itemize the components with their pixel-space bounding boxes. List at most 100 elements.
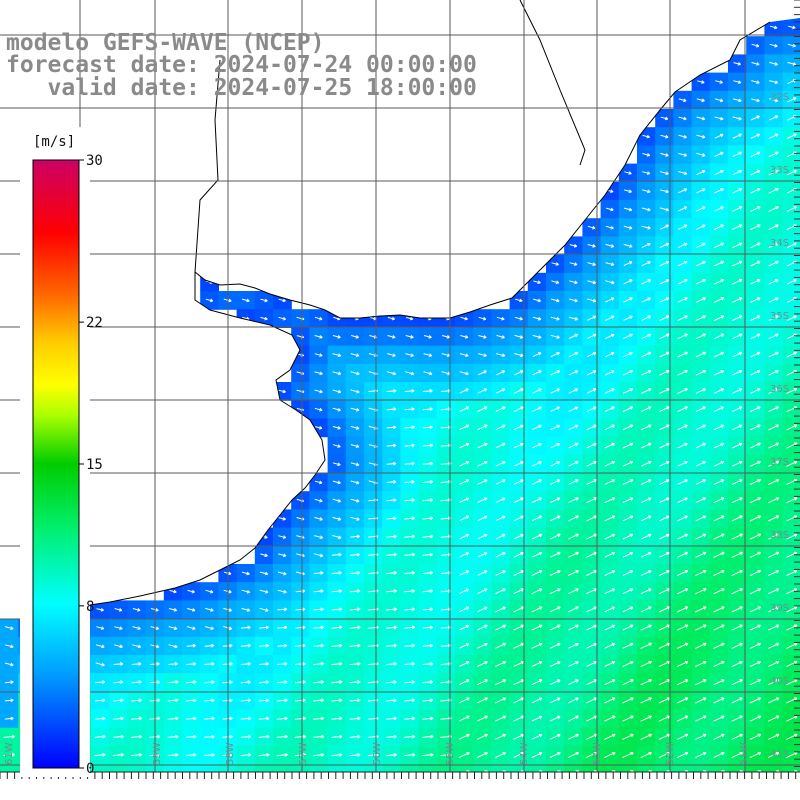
wind-cell [691,109,711,128]
wind-cell [618,509,638,529]
wind-cell [618,200,638,219]
wind-cell [691,382,711,401]
wind-cell [36,727,56,747]
wind-cell [637,272,656,292]
wind-cell [236,636,256,656]
wind-cell [382,564,401,583]
wind-cell [637,309,656,328]
wind-cell [728,582,747,601]
wind-cell [345,327,365,347]
wind-cell [782,527,800,547]
wind-cell [364,564,383,583]
wind-cell [327,382,347,401]
wind-cell [600,218,620,237]
wind-cell [546,582,565,601]
wind-cell [491,309,511,328]
wind-cell [728,727,747,747]
wind-cell [637,345,656,365]
wind-cell [728,163,747,183]
wind-cell [637,236,656,256]
wind-cell [709,90,729,110]
wind-cell [509,382,529,401]
wind-cell [637,382,656,401]
wind-cell [582,272,602,292]
wind-cell [200,291,219,310]
wind-cell [709,636,729,656]
wind-cell [564,727,583,747]
wind-cell [728,363,747,383]
wind-cell [600,600,620,620]
wind-cell [509,600,529,620]
wind-cell [764,636,784,656]
wind-cell [418,400,438,419]
wind-cell [782,618,800,638]
wind-cell [600,236,620,256]
wind-cell [564,746,583,765]
wind-cell [655,673,674,692]
wind-cell [182,691,201,711]
wind-cell [0,691,19,711]
wind-cell [400,491,420,510]
wind-cell [691,400,711,419]
wind-cell [109,727,128,747]
wind-cell [746,673,765,692]
wind-cell [600,618,620,638]
wind-cell [418,636,438,656]
wind-cell [637,636,656,656]
wind-cell [637,746,656,765]
wind-cell [345,418,365,438]
wind-cell [546,382,565,401]
wind-cell [527,618,547,638]
wind-cell [418,691,438,711]
wind-cell [728,636,747,656]
wind-cell [382,746,401,765]
wind-cell [455,727,474,747]
land-polygon [0,0,800,615]
lon-label: 58W [225,742,236,765]
wind-cell [746,127,765,146]
wind-cell [455,564,474,583]
wind-cell [746,218,765,237]
wind-cell [618,272,638,292]
wind-cell [273,691,292,711]
wind-cell [327,636,347,656]
wind-cell [91,600,110,620]
wind-cell [473,345,492,365]
wind-cell [18,673,37,692]
wind-cell [200,636,219,656]
wind-cell [746,746,765,765]
wind-cell [345,509,365,529]
wind-cell [400,582,420,601]
wind-cell [618,345,638,365]
wind-cell [564,345,583,365]
wind-cell [200,727,219,747]
wind-cell [564,436,583,456]
wind-cell [436,473,456,492]
wind-cell [564,691,583,711]
wind-cell [655,727,674,747]
lon-label: 56W [372,742,383,765]
wind-cell [728,345,747,365]
wind-cell [345,691,365,711]
wind-cell [691,363,711,383]
wind-cell [655,127,674,146]
wind-cell [382,345,401,365]
wind-cell [673,673,693,692]
wind-cell [509,655,529,674]
wind-cell [36,746,56,765]
wind-cell [36,618,56,638]
wind-cell [455,527,474,547]
wind-cell [764,655,784,674]
wind-cell [728,309,747,328]
wind-cell [764,54,784,74]
wind-cell [236,746,256,765]
wind-cell [509,491,529,510]
wind-cell [564,673,583,692]
wind-cell [600,454,620,474]
wind-cell [691,454,711,474]
wind-cell [455,673,474,692]
wind-cell [618,400,638,419]
wind-cell [182,746,201,765]
wind-cell [109,691,128,711]
wind-cell [491,655,511,674]
